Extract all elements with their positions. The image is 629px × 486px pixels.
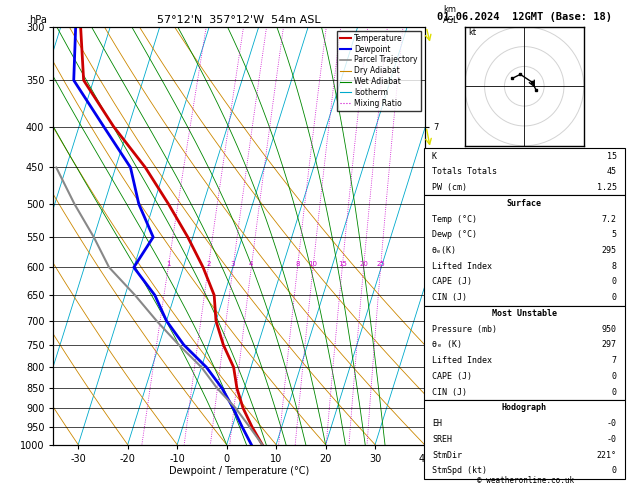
Text: 7.2: 7.2 [601,214,616,224]
Text: 5: 5 [611,230,616,239]
Text: Lifted Index: Lifted Index [432,262,492,271]
Text: 1: 1 [166,261,170,267]
Text: Lifted Index: Lifted Index [432,356,492,365]
Text: 10: 10 [309,261,318,267]
Text: -0: -0 [606,419,616,428]
Text: hPa: hPa [30,15,47,25]
Text: -0: -0 [606,435,616,444]
Text: 297: 297 [601,341,616,349]
Text: CAPE (J): CAPE (J) [432,278,472,286]
X-axis label: Dewpoint / Temperature (°C): Dewpoint / Temperature (°C) [169,467,309,476]
Text: CAPE (J): CAPE (J) [432,372,472,381]
Text: 3: 3 [231,261,235,267]
Text: 0: 0 [611,467,616,475]
Text: CIN (J): CIN (J) [432,388,467,397]
Text: θₑ (K): θₑ (K) [432,341,462,349]
Text: © weatheronline.co.uk: © weatheronline.co.uk [477,475,574,485]
Bar [424,195,625,306]
Text: PW (cm): PW (cm) [432,183,467,192]
Text: Most Unstable: Most Unstable [492,309,557,318]
Text: K: K [432,152,437,160]
Text: kt: kt [469,28,476,37]
Bar [424,148,625,195]
Text: 0: 0 [611,278,616,286]
Text: 1.25: 1.25 [596,183,616,192]
Text: 0: 0 [611,388,616,397]
Text: km
ASL: km ASL [443,5,459,25]
Bar [424,306,625,400]
Text: Hodograph: Hodograph [502,403,547,413]
Legend: Temperature, Dewpoint, Parcel Trajectory, Dry Adiabat, Wet Adiabat, Isotherm, Mi: Temperature, Dewpoint, Parcel Trajectory… [337,31,421,111]
Title: 57°12'N  357°12'W  54m ASL: 57°12'N 357°12'W 54m ASL [157,15,321,25]
Text: Temp (°C): Temp (°C) [432,214,477,224]
Bar [424,400,625,479]
Text: 01.06.2024  12GMT (Base: 18): 01.06.2024 12GMT (Base: 18) [437,12,612,22]
Text: Pressure (mb): Pressure (mb) [432,325,497,334]
Text: EH: EH [432,419,442,428]
Text: 4: 4 [249,261,253,267]
Text: 2: 2 [206,261,211,267]
Text: 8: 8 [295,261,300,267]
Text: CIN (J): CIN (J) [432,293,467,302]
Text: 7: 7 [611,356,616,365]
Text: StmDir: StmDir [432,451,462,460]
Text: 221°: 221° [596,451,616,460]
Text: 15: 15 [606,152,616,160]
Text: 25: 25 [376,261,385,267]
Text: 45: 45 [606,167,616,176]
Text: 8: 8 [611,262,616,271]
Text: 0: 0 [611,372,616,381]
Text: 295: 295 [601,246,616,255]
Text: 950: 950 [601,325,616,334]
Text: Surface: Surface [507,199,542,208]
Text: Totals Totals: Totals Totals [432,167,497,176]
Text: θₑ(K): θₑ(K) [432,246,457,255]
Text: Dewp (°C): Dewp (°C) [432,230,477,239]
Y-axis label: Mixing Ratio (g/kg): Mixing Ratio (g/kg) [454,196,462,276]
Text: 15: 15 [338,261,347,267]
Text: 20: 20 [359,261,368,267]
Text: 0: 0 [611,293,616,302]
Text: StmSpd (kt): StmSpd (kt) [432,467,487,475]
Text: SREH: SREH [432,435,452,444]
